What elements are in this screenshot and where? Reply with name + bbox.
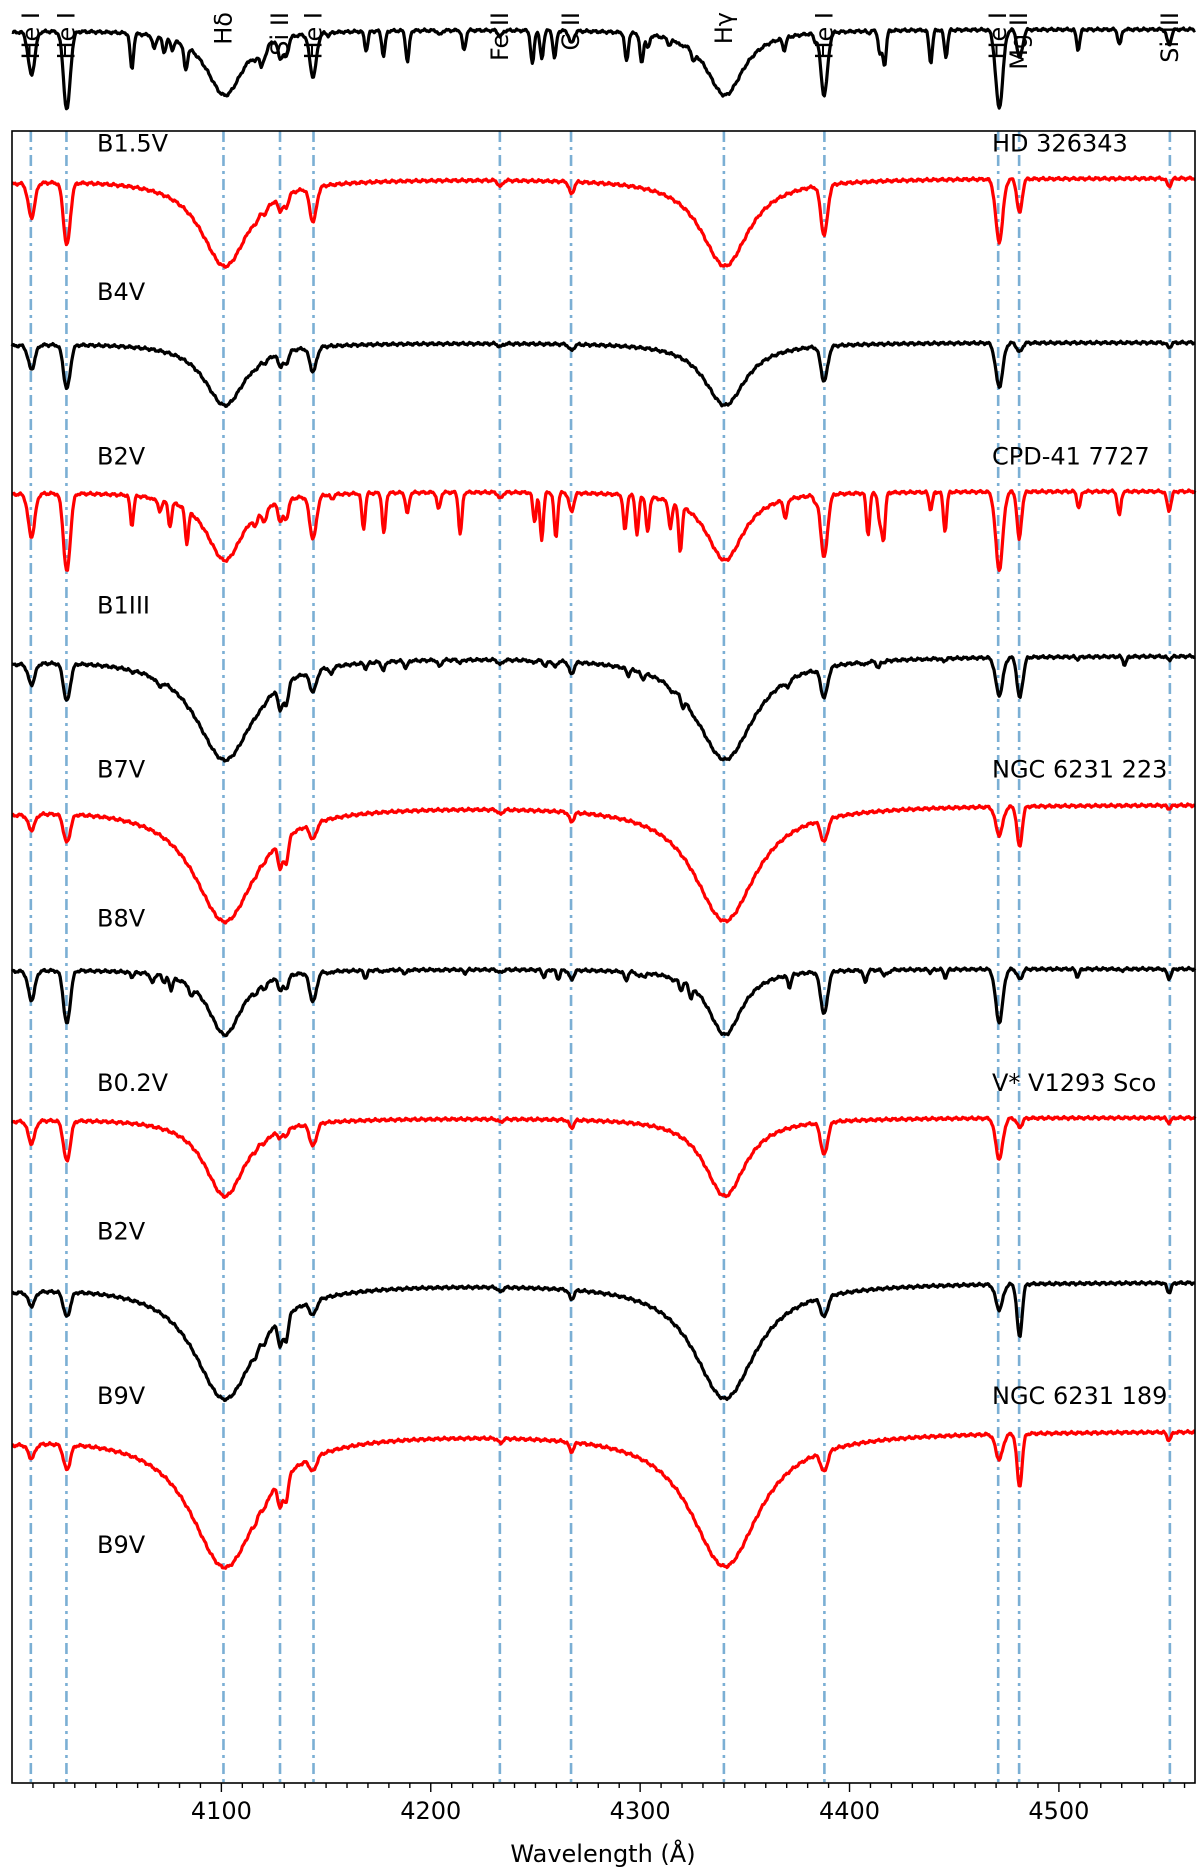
template-spectrum (11, 1429, 1196, 1570)
star-name-label: NGC 6231 223 (992, 756, 1167, 784)
line-marker-label: He I (17, 12, 45, 60)
star-name-label: V* V1293 Sco (992, 1069, 1156, 1097)
spectral-type-label: B1III (97, 591, 150, 619)
spectral-type-label: B9V (97, 1382, 146, 1410)
template-spectrum (11, 802, 1196, 925)
x-tick-label: 4500 (1028, 1797, 1089, 1825)
x-axis: 4100 4200 4300 4400 4500 (32, 1783, 1186, 1825)
spectral-type-label: B2V (97, 1218, 146, 1246)
observed-spectrum (11, 1280, 1196, 1403)
spectra-series (10, 26, 1197, 1570)
x-axis-label: Wavelength (Å) (510, 1839, 695, 1868)
star-name-labels: HD 326343 CPD-41 7727 NGC 6231 223 V* V1293… (992, 129, 1167, 1410)
x-tick-label: 4100 (191, 1797, 252, 1825)
spectral-type-label: B1.5V (97, 129, 169, 157)
x-tick-label: 4200 (400, 1797, 461, 1825)
template-spectrum (10, 1114, 1197, 1199)
spectral-type-labels: B1.5V B4V B2V B1III B7V B8V B0.2V B2V B9V B9V (97, 129, 169, 1558)
spectral-type-label: B9V (97, 1531, 146, 1559)
line-marker-label: Hγ (710, 12, 738, 44)
x-tick-label: 4400 (819, 1797, 880, 1825)
line-marker-label: Mg II (1005, 12, 1033, 70)
spectral-type-label: B8V (97, 904, 146, 932)
observed-spectrum (10, 339, 1196, 408)
template-spectrum (11, 488, 1197, 572)
template-spectrum (11, 175, 1196, 269)
spectral-type-label: B0.2V (97, 1069, 169, 1097)
observed-spectrum (11, 653, 1196, 763)
spectral-type-label: B4V (97, 278, 146, 306)
spectral-type-label: B2V (97, 443, 146, 471)
plot-frame (11, 130, 1196, 1784)
line-marker-label: Hδ (209, 12, 237, 45)
observed-spectrum (11, 26, 1196, 111)
star-name-label: NGC 6231 189 (992, 1382, 1167, 1410)
line-marker-lines (29, 131, 1172, 1783)
spectral-type-label: B7V (97, 756, 146, 784)
observed-spectrum (10, 965, 1197, 1038)
x-tick-label: 4300 (610, 1797, 671, 1825)
line-marker-label: He I (810, 12, 838, 60)
star-name-label: CPD-41 7727 (992, 443, 1150, 471)
star-name-label: HD 326343 (992, 129, 1128, 157)
line-marker-labels: He I He I Hδ Si II He I Fe II C II Hγ He I He IMg… (17, 12, 1184, 70)
line-marker-label: Si III (1156, 12, 1184, 63)
